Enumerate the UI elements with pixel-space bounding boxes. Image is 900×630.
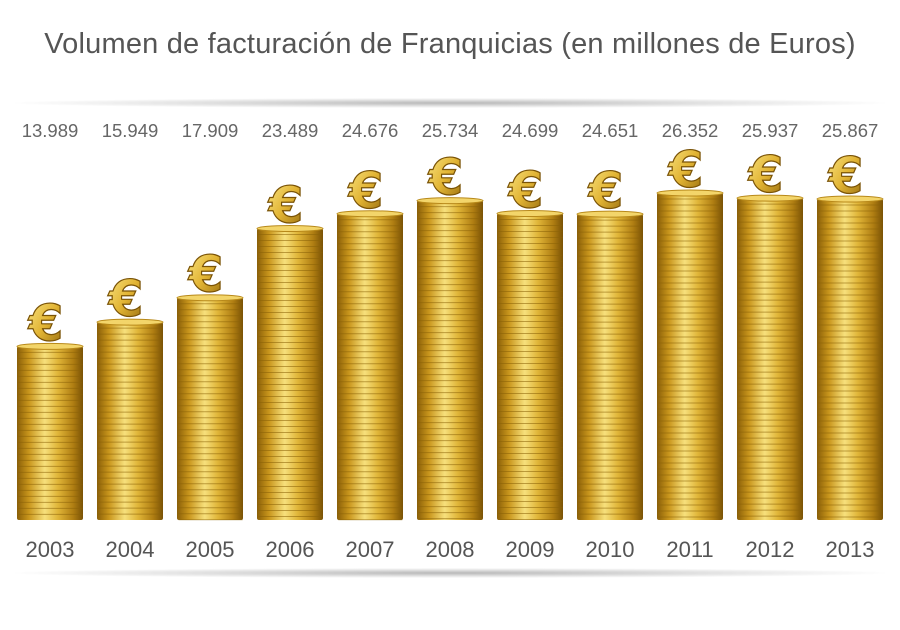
coin-top-face: [416, 197, 484, 205]
value-label: 24.676: [342, 120, 399, 141]
euro-icon: €: [508, 161, 544, 219]
coin-top-face: [496, 209, 564, 217]
value-label: 23.489: [262, 120, 319, 141]
coin-top-face: [656, 189, 724, 197]
euro-icon: €: [108, 270, 144, 328]
value-label: 26.352: [662, 120, 719, 141]
value-label: 24.699: [502, 120, 559, 141]
year-label: 2004: [106, 537, 155, 562]
coin-stack-body: [17, 346, 83, 520]
coin-top-face: [16, 342, 84, 350]
euro-icon: €: [188, 246, 224, 304]
bar-2011: €: [656, 140, 724, 520]
euro-icon: €: [588, 162, 624, 220]
euro-icon: €: [748, 146, 784, 204]
euro-icon: €: [428, 149, 464, 207]
value-label: 25.867: [822, 120, 879, 141]
value-label: 24.651: [582, 120, 639, 141]
coin-top-face: [336, 210, 404, 218]
year-label: 2007: [346, 537, 395, 562]
bottom-divider: [15, 568, 885, 578]
year-label: 2013: [826, 537, 875, 562]
value-label: 25.937: [742, 120, 799, 141]
bar-2005: €: [176, 245, 244, 521]
chart-title: Volumen de facturación de Franquicias (e…: [44, 28, 856, 60]
euro-icon: €: [268, 177, 304, 235]
coin-stack-body: [337, 213, 403, 520]
coin-stack-body: [177, 297, 243, 520]
coin-stack-body: [577, 214, 643, 520]
year-label: 2003: [26, 537, 75, 562]
euro-icon: €: [348, 162, 384, 220]
coin-top-face: [96, 318, 164, 326]
euro-icon: €: [828, 147, 864, 205]
year-label: 2011: [666, 537, 713, 562]
euro-icon: €: [28, 294, 64, 352]
year-label: 2012: [746, 537, 795, 562]
year-label: 2008: [426, 537, 475, 562]
year-label: 2006: [266, 537, 315, 562]
bar-2008: €: [416, 148, 484, 521]
coin-top-face: [736, 194, 804, 202]
bar-2003: €: [16, 294, 84, 520]
coin-stack-body: [257, 228, 323, 520]
year-label: 2009: [506, 537, 555, 562]
bar-2007: €: [336, 161, 404, 521]
value-label: 17.909: [182, 120, 239, 141]
bar-2013: €: [816, 146, 884, 520]
value-label: 15.949: [102, 120, 159, 141]
top-divider: [15, 98, 885, 108]
coin-stack-body: [737, 198, 803, 520]
value-label: 25.734: [422, 120, 479, 141]
coin-stack-body: [657, 192, 723, 520]
bar-2006: €: [256, 176, 324, 520]
coin-top-face: [256, 225, 324, 233]
coin-top-face: [816, 195, 884, 203]
bar-2009: €: [496, 161, 564, 520]
year-label: 2005: [186, 537, 235, 562]
value-label: 13.989: [22, 120, 79, 141]
bar-2012: €: [736, 146, 804, 520]
coin-top-face: [176, 294, 244, 302]
coin-top-face: [576, 210, 644, 218]
bar-2004: €: [96, 269, 164, 520]
euro-icon: €: [668, 141, 704, 199]
year-label: 2010: [586, 537, 635, 562]
coin-stack-body: [97, 322, 163, 520]
coin-stack-body: [817, 198, 883, 520]
bar-2010: €: [576, 161, 644, 520]
coin-stack-body: [497, 213, 563, 520]
